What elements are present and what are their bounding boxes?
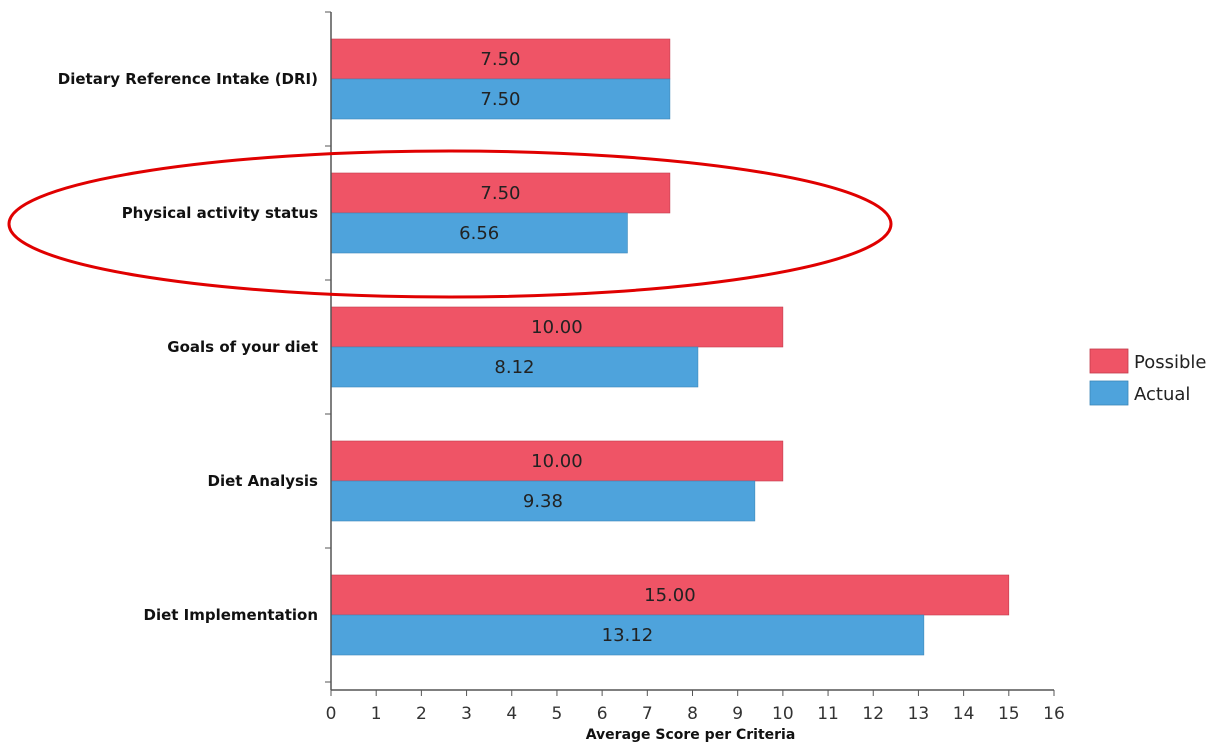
bar-value-label: 7.50: [480, 89, 520, 110]
x-tick-label: 10: [772, 704, 794, 724]
category-label: Goals of your diet: [167, 338, 318, 356]
x-tick-label: 16: [1043, 704, 1065, 724]
legend: Possible Actual: [1089, 348, 1206, 406]
highlight-annotation: [7, 149, 893, 299]
possible-legend-swatch: [1089, 348, 1129, 374]
actual-bar: [330, 480, 756, 522]
possible-bar: [330, 306, 784, 348]
x-axis-title: Average Score per Criteria: [586, 727, 796, 743]
actual-bar: [330, 346, 699, 388]
bar-value-label: 7.50: [480, 183, 520, 204]
bar-value-label: 15.00: [644, 585, 696, 606]
x-tick-label: 9: [732, 704, 743, 724]
bar-value-label: 13.12: [602, 625, 654, 646]
actual-legend-label: Actual: [1134, 384, 1190, 405]
possible-bar: [330, 172, 671, 214]
x-tick-labels: 0 1 2 3 4 5 6 7 8 9 10 11 12 13 14 15 16: [326, 690, 1065, 724]
bar-value-label: 10.00: [531, 451, 583, 472]
actual-bar: [330, 78, 671, 120]
bars: [330, 38, 1010, 656]
highlight-ellipse: [7, 149, 893, 299]
category-label: Physical activity status: [122, 204, 318, 222]
category-label: Diet Analysis: [208, 472, 319, 490]
x-tick-label: 13: [908, 704, 930, 724]
bar-value-label: 6.56: [459, 223, 499, 244]
possible-legend-label: Possible: [1134, 352, 1206, 373]
category-label: Diet Implementation: [144, 606, 319, 624]
actual-bar: [330, 614, 925, 656]
bar-value-labels: 7.50 7.50 7.50 6.56 10.00 8.12 10.00 9.38 15.00 1…: [459, 49, 695, 646]
x-tick-label: 5: [552, 704, 563, 724]
x-tick-label: 1: [371, 704, 382, 724]
bar-value-label: 9.38: [523, 491, 563, 512]
category-labels: Dietary Reference Intake (DRI) Physical a…: [58, 70, 318, 624]
x-tick-label: 11: [817, 704, 839, 724]
x-tick-label: 8: [687, 704, 698, 724]
x-tick-label: 7: [642, 704, 653, 724]
bar-value-label: 10.00: [531, 317, 583, 338]
bar-value-label: 7.50: [480, 49, 520, 70]
x-tick-label: 6: [597, 704, 608, 724]
category-label: Dietary Reference Intake (DRI): [58, 70, 318, 88]
x-tick-label: 2: [416, 704, 427, 724]
actual-legend-swatch: [1089, 380, 1129, 406]
actual-bar: [330, 212, 628, 254]
x-tick-label: 0: [326, 704, 337, 724]
x-tick-label: 15: [998, 704, 1020, 724]
x-tick-label: 12: [862, 704, 884, 724]
x-tick-label: 14: [953, 704, 975, 724]
x-tick-label: 3: [461, 704, 472, 724]
bar-value-label: 8.12: [494, 357, 534, 378]
possible-bar: [330, 38, 671, 80]
x-tick-label: 4: [506, 704, 517, 724]
